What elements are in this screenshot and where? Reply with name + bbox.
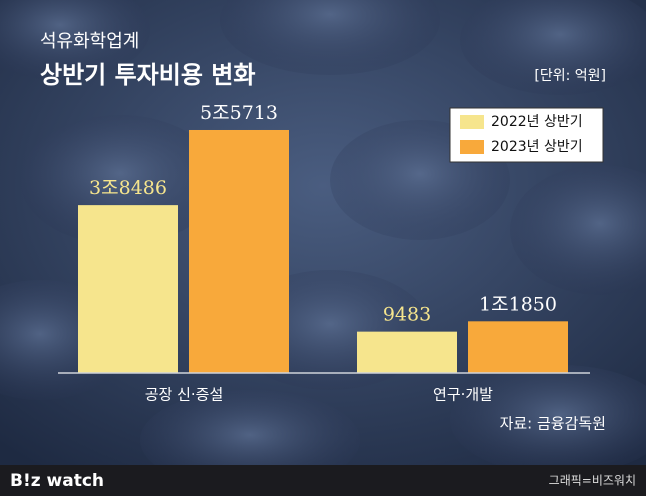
legend-label: 2023년 상반기: [491, 139, 583, 155]
bar: [468, 321, 568, 373]
footer: [0, 465, 646, 496]
legend-swatch: [460, 140, 484, 154]
bar: [357, 331, 457, 373]
legend-swatch: [460, 115, 484, 129]
value-label: 9483: [383, 304, 431, 326]
value-label: 5조5713: [200, 102, 278, 124]
source: 자료: 금융감독원: [500, 415, 606, 433]
bar: [189, 129, 289, 373]
x-tick-label: 연구·개발: [433, 386, 493, 404]
chart-subtitle: 석유화학업계: [40, 31, 139, 52]
legend-label: 2022년 상반기: [491, 114, 583, 130]
x-tick-label: 공장 신·증설: [145, 386, 224, 404]
value-label: 1조1850: [479, 293, 557, 315]
unit: [단위: 억원]: [534, 68, 606, 84]
credit: 그래픽=비즈워치: [549, 474, 636, 488]
value-label: 3조8486: [89, 177, 167, 199]
bar: [78, 205, 178, 373]
brand: B!z watch: [10, 471, 104, 491]
chart-title: 상반기 투자비용 변화: [40, 61, 255, 89]
